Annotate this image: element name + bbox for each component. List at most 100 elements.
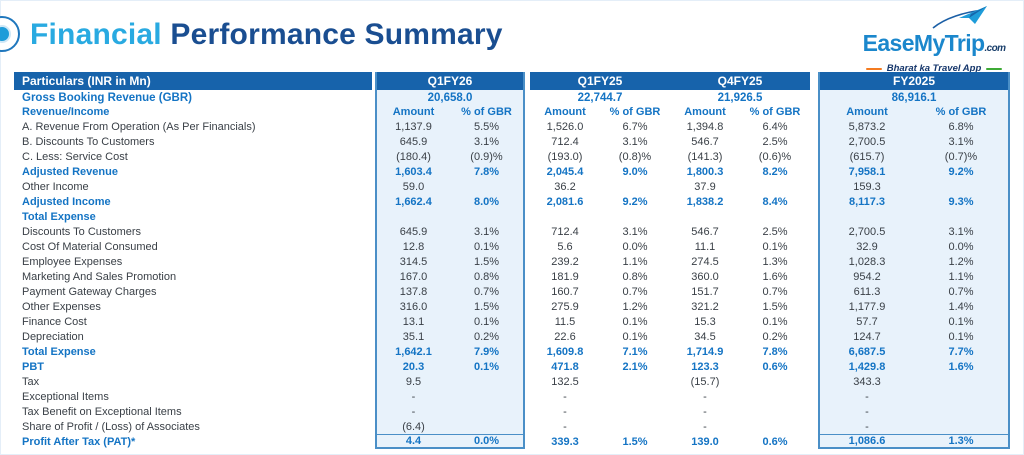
cell-q1fy26-pct xyxy=(450,404,525,419)
cell-fy2025-pct: 1.4% xyxy=(914,299,1010,314)
cell-fy2025-amount: 7,958.1 xyxy=(818,164,914,179)
cell-fy2025-amount: 1,429.8 xyxy=(818,359,914,374)
cell-fy2025-amount: 124.7 xyxy=(818,329,914,344)
cell-q1fy25-pct xyxy=(600,419,670,434)
cell-q4fy25-amount: (15.7) xyxy=(690,375,720,388)
column-gap xyxy=(810,359,818,374)
row-label: Discounts To Customers xyxy=(22,225,142,238)
cell-q1fy26-amount: 1,137.9 xyxy=(375,119,450,134)
cell-q4fy25-amount: - xyxy=(703,390,707,403)
cell-q4fy25-pct xyxy=(740,179,810,194)
cell-fy2025-amount: (615.7) xyxy=(818,149,914,164)
logo-com-suffix: .com xyxy=(984,43,1006,54)
cell-fy2025-amount: 954.2 xyxy=(818,269,914,284)
cell-q1fy25-amount: 2,045.4 xyxy=(546,165,584,178)
column-gap xyxy=(810,284,818,299)
cell-q4fy25-amount: 123.3 xyxy=(691,360,719,373)
cell-q1fy25-pct: 0.0% xyxy=(622,240,648,253)
cell-q1fy25-pct: 1.5% xyxy=(622,435,648,448)
cell-fy2025-pct xyxy=(914,209,1010,224)
cell-q1fy25-amount: - xyxy=(563,420,567,433)
subheader-pct: % of GBR xyxy=(749,106,801,118)
cell-fy2025-pct xyxy=(914,389,1010,404)
cell-q1fy26-pct: 1.5% xyxy=(450,254,525,269)
financial-summary-table: Particulars (INR in Mn) Q1FY26 Q1FY25 Q4FY2… xyxy=(14,72,1010,449)
cell-q4fy25-amount: 1,800.3 xyxy=(686,165,724,178)
column-gap xyxy=(810,239,818,254)
page-title: Financial Performance Summary xyxy=(30,18,503,52)
cell-q1fy26-pct: 1.5% xyxy=(450,299,525,314)
row-label: A. Revenue From Operation (As Per Financ… xyxy=(22,120,256,133)
cell-q1fy26-amount: 645.9 xyxy=(375,134,450,149)
column-gap xyxy=(810,90,818,105)
cell-q4fy25-pct: 7.8% xyxy=(762,345,788,358)
cell-fy2025-amount: 1,177.9 xyxy=(818,299,914,314)
cell-q1fy25-amount: - xyxy=(563,390,567,403)
row-label: Total Expense xyxy=(22,210,96,223)
logo-tagline: Bharat ka Travel App xyxy=(854,63,1014,74)
cell-fy2025-pct: 3.1% xyxy=(914,134,1010,149)
cell-q1fy25-pct: 0.1% xyxy=(622,330,648,343)
row-label: Tax Benefit on Exceptional Items xyxy=(22,405,182,418)
row-label: Other Expenses xyxy=(22,300,101,313)
cell-q1fy25-amount: - xyxy=(563,405,567,418)
column-gap xyxy=(810,374,818,389)
cell-fy2025-pct: 7.7% xyxy=(914,344,1010,359)
column-gap xyxy=(810,314,818,329)
subheader-amount: Amount xyxy=(684,106,726,118)
column-gap xyxy=(810,194,818,209)
cell-q1fy26-pct: 0.8% xyxy=(450,269,525,284)
cell-q1fy25-pct: 0.8% xyxy=(622,270,648,283)
cell-fy2025-amount: 2,700.5 xyxy=(818,134,914,149)
gbr-value: 22,744.7 xyxy=(577,91,623,104)
cell-q1fy25-pct: 0.7% xyxy=(622,285,648,298)
cell-q1fy25-amount: 1,526.0 xyxy=(546,120,584,133)
cell-q1fy25-amount: 160.7 xyxy=(551,285,579,298)
cell-q4fy25-amount: 360.0 xyxy=(691,270,719,283)
cell-q1fy26-pct: 0.1% xyxy=(450,359,525,374)
cell-q1fy26-amount: 13.1 xyxy=(375,314,450,329)
gbr-row-label: Gross Booking Revenue (GBR) xyxy=(22,91,192,104)
cell-q4fy25-pct xyxy=(740,374,810,389)
cell-q4fy25-amount: 546.7 xyxy=(691,135,719,148)
row-label: Adjusted Revenue xyxy=(22,165,118,178)
cell-fy2025-pct: 0.1% xyxy=(914,314,1010,329)
cell-q4fy25-amount xyxy=(670,209,740,224)
cell-q4fy25-pct xyxy=(740,404,810,419)
cell-q4fy25-pct xyxy=(740,419,810,434)
column-gap xyxy=(810,209,818,224)
cell-fy2025-pct xyxy=(914,404,1010,419)
cell-fy2025-amount: 343.3 xyxy=(818,374,914,389)
cell-q1fy25-pct: 1.1% xyxy=(622,255,648,268)
cell-q1fy26-pct: 0.2% xyxy=(450,329,525,344)
cell-fy2025-amount: 1,028.3 xyxy=(818,254,914,269)
cell-q1fy25-pct: 3.1% xyxy=(622,135,648,148)
cell-q1fy25-amount: 239.2 xyxy=(551,255,579,268)
cell-q1fy26-amount: 1,662.4 xyxy=(375,194,450,209)
cell-q4fy25-pct: 2.5% xyxy=(762,225,788,238)
cell-q4fy25-pct xyxy=(740,389,810,404)
cell-q1fy26-pct xyxy=(450,419,525,434)
cell-q1fy25-amount: 2,081.6 xyxy=(546,195,584,208)
subheader-amount: Amount xyxy=(818,105,914,119)
row-label: Depreciation xyxy=(22,330,84,343)
row-label: PBT xyxy=(22,360,44,373)
row-label: Payment Gateway Charges xyxy=(22,285,157,298)
cell-q1fy25-amount: 22.6 xyxy=(554,330,576,343)
cell-q4fy25-pct: 0.6% xyxy=(762,360,788,373)
cell-q1fy25-amount: 712.4 xyxy=(551,225,579,238)
cell-q4fy25-amount: 34.5 xyxy=(694,330,716,343)
cell-fy2025-amount xyxy=(818,209,914,224)
cell-q1fy26-pct: 0.1% xyxy=(450,314,525,329)
cell-q4fy25-pct: 2.5% xyxy=(762,135,788,148)
column-gap xyxy=(810,344,818,359)
cell-q1fy26-pct xyxy=(450,389,525,404)
cell-fy2025-amount: 159.3 xyxy=(818,179,914,194)
easemytrip-logo: EaseMyTrip.com Bharat ka Travel App xyxy=(854,2,1014,74)
subheader-amount: Amount xyxy=(375,105,450,119)
column-gap xyxy=(810,389,818,404)
cell-q1fy26-pct: (0.9)% xyxy=(450,149,525,164)
cell-q4fy25-amount: 1,838.2 xyxy=(686,195,724,208)
bullet-circle-icon xyxy=(0,16,20,52)
cell-q1fy26-amount: - xyxy=(375,389,450,404)
